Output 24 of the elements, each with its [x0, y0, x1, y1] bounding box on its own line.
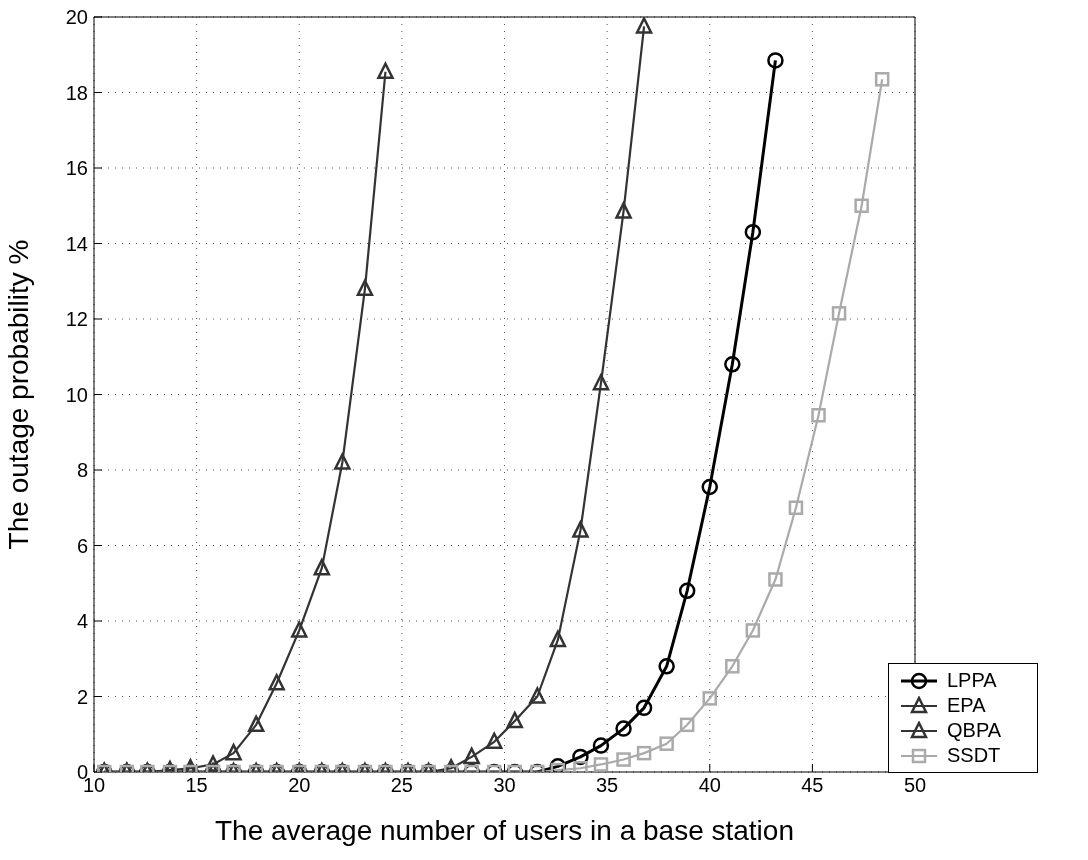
y-tick-label: 2 — [76, 685, 88, 708]
x-tick-label: 45 — [801, 774, 824, 797]
y-tick-label: 10 — [65, 383, 88, 406]
y-tick-label: 16 — [65, 157, 88, 180]
legend-label: SSDT — [947, 744, 1001, 767]
legend-label: LPPA — [947, 669, 997, 692]
x-tick-label: 50 — [903, 774, 927, 797]
x-tick-label: 35 — [596, 774, 619, 797]
legend-label: EPA — [947, 694, 986, 717]
x-tick-label: 15 — [185, 774, 208, 797]
x-tick-label: 20 — [288, 774, 311, 797]
x-axis-title: The average number of users in a base station — [214, 815, 795, 846]
y-tick-label: 4 — [76, 610, 88, 633]
x-tick-label: 25 — [390, 774, 413, 797]
x-tick-label: 30 — [493, 774, 516, 797]
y-tick-label: 8 — [76, 459, 88, 482]
y-tick-label: 6 — [76, 534, 88, 557]
y-tick-label: 14 — [65, 232, 88, 255]
y-axis-title: The outage probability % — [2, 239, 34, 550]
y-tick-label: 18 — [65, 81, 88, 104]
y-tick-label: 12 — [65, 308, 88, 331]
y-tick-label: 20 — [65, 6, 88, 29]
x-tick-label: 40 — [698, 774, 721, 797]
legend-label: QBPA — [947, 719, 1002, 742]
